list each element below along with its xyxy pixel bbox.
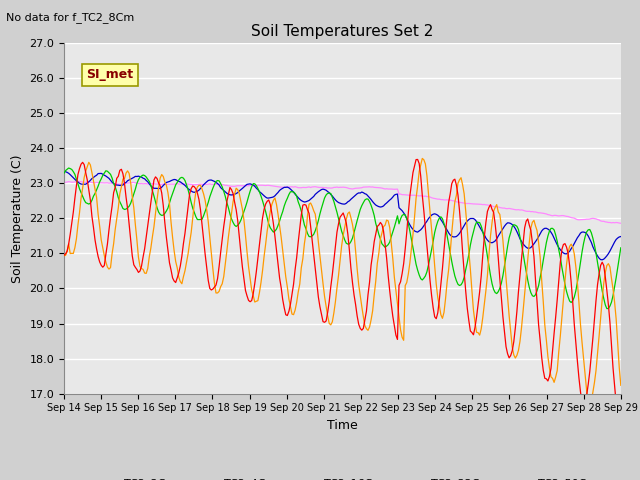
X-axis label: Time: Time (327, 419, 358, 432)
Y-axis label: Soil Temperature (C): Soil Temperature (C) (11, 154, 24, 283)
Text: SI_met: SI_met (86, 68, 133, 81)
Title: Soil Temperatures Set 2: Soil Temperatures Set 2 (252, 24, 433, 39)
Text: No data for f_TC2_8Cm: No data for f_TC2_8Cm (6, 12, 134, 23)
Legend: TC2_2Cm, TC2_4Cm, TC2_16Cm, TC2_32Cm, TC2_50Cm: TC2_2Cm, TC2_4Cm, TC2_16Cm, TC2_32Cm, TC… (83, 473, 602, 480)
